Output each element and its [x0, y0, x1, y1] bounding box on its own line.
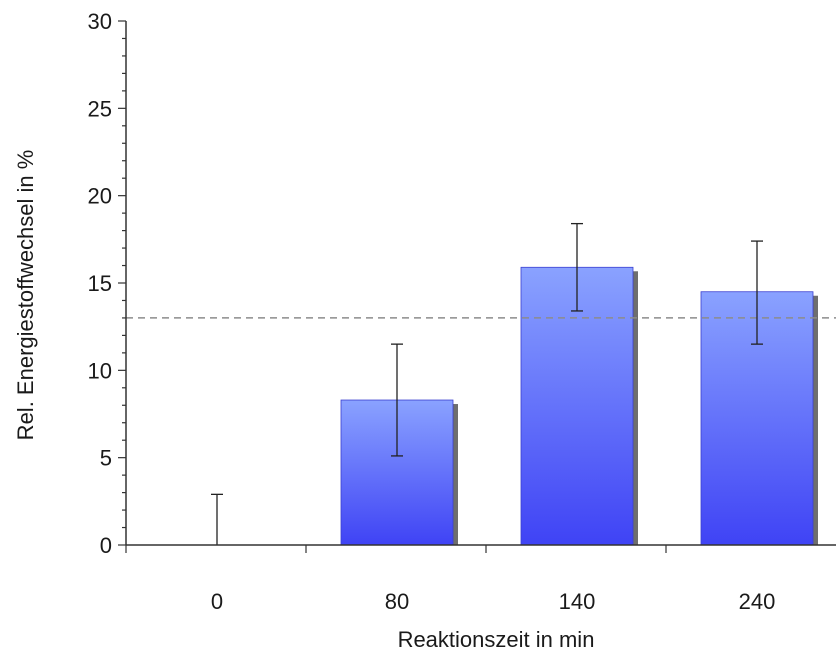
- y-tick-label: 25: [88, 96, 112, 121]
- y-tick-label: 15: [88, 271, 112, 296]
- x-tick-label: 80: [385, 589, 409, 614]
- y-axis-title: Rel. Energiestoffwechsel in %: [13, 150, 38, 441]
- y-ticks-layer: 0 5 10 15 20 25 30: [88, 9, 126, 558]
- y-tick-label: 0: [100, 533, 112, 558]
- x-ticks-layer: 0 80 140 240: [125, 545, 776, 614]
- x-tick-label: 140: [559, 589, 596, 614]
- y-tick-label: 5: [100, 446, 112, 471]
- x-axis-title: Reaktionszeit in min: [398, 627, 595, 652]
- x-tick-label: 240: [739, 589, 776, 614]
- error-bars-layer: [211, 222, 763, 545]
- y-tick-label: 30: [88, 9, 112, 34]
- x-tick-label: 0: [211, 589, 223, 614]
- y-tick-label: 10: [88, 358, 112, 383]
- bars-layer: [340, 266, 818, 546]
- y-tick-label: 20: [88, 184, 112, 209]
- bar-140: [520, 266, 634, 546]
